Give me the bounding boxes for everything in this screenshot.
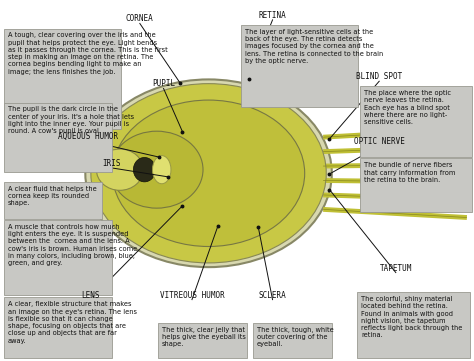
Text: IRIS: IRIS [102, 159, 121, 168]
Ellipse shape [153, 156, 171, 184]
FancyBboxPatch shape [4, 29, 121, 129]
Text: SCLERA: SCLERA [259, 291, 286, 300]
FancyBboxPatch shape [4, 182, 102, 219]
Text: The place where the optic
nerve leaves the retina.
Each eye has a blind spot
whe: The place where the optic nerve leaves t… [364, 90, 451, 125]
Text: LENS: LENS [81, 291, 100, 300]
Text: OPTIC NERVE: OPTIC NERVE [354, 137, 405, 146]
FancyBboxPatch shape [253, 323, 332, 358]
FancyBboxPatch shape [360, 158, 472, 212]
Text: AQUEOUS HUMOR: AQUEOUS HUMOR [58, 132, 118, 141]
Circle shape [85, 79, 332, 267]
FancyBboxPatch shape [360, 86, 472, 157]
Ellipse shape [133, 157, 155, 182]
Text: BLIND SPOT: BLIND SPOT [356, 72, 402, 81]
FancyBboxPatch shape [158, 323, 247, 358]
Ellipse shape [96, 149, 143, 190]
Circle shape [91, 84, 326, 263]
FancyBboxPatch shape [4, 220, 112, 295]
Ellipse shape [110, 131, 203, 208]
FancyBboxPatch shape [357, 292, 470, 358]
FancyBboxPatch shape [4, 103, 112, 172]
FancyBboxPatch shape [4, 297, 112, 358]
Text: The layer of light-sensitive cells at the
back of the eye. The retina detects
im: The layer of light-sensitive cells at th… [245, 29, 383, 64]
Text: A muscle that controls how much
light enters the eye. It is suspended
between th: A muscle that controls how much light en… [8, 224, 137, 266]
Text: A tough, clear covering over the iris and the
pupil that helps protect the eye. : A tough, clear covering over the iris an… [8, 32, 168, 75]
Text: PUPIL: PUPIL [152, 79, 175, 88]
Text: A clear fluid that helps the
cornea keep its rounded
shape.: A clear fluid that helps the cornea keep… [8, 186, 97, 206]
Circle shape [112, 100, 305, 247]
Text: CORNEA: CORNEA [126, 14, 154, 23]
FancyBboxPatch shape [241, 25, 358, 107]
Text: TAPETUM: TAPETUM [380, 264, 412, 273]
Text: The bundle of nerve fibers
that carry information from
the retina to the brain.: The bundle of nerve fibers that carry in… [364, 162, 455, 183]
Text: The thick, tough, white
outer covering of the
eyeball.: The thick, tough, white outer covering o… [257, 327, 334, 347]
Text: The thick, clear jelly that
helps give the eyeball its
shape.: The thick, clear jelly that helps give t… [162, 327, 246, 347]
Text: A clear, flexible structure that makes
an image on the eye's retina. The lens
is: A clear, flexible structure that makes a… [8, 301, 137, 344]
Text: The pupil is the dark circle in the
center of your iris. It's a hole that lets
l: The pupil is the dark circle in the cent… [8, 106, 134, 134]
Text: RETINA: RETINA [259, 11, 286, 20]
Text: The colorful, shiny material
located behind the retina.
Found in animals with go: The colorful, shiny material located beh… [361, 296, 463, 338]
Text: VITREOUS HUMOR: VITREOUS HUMOR [160, 291, 224, 300]
